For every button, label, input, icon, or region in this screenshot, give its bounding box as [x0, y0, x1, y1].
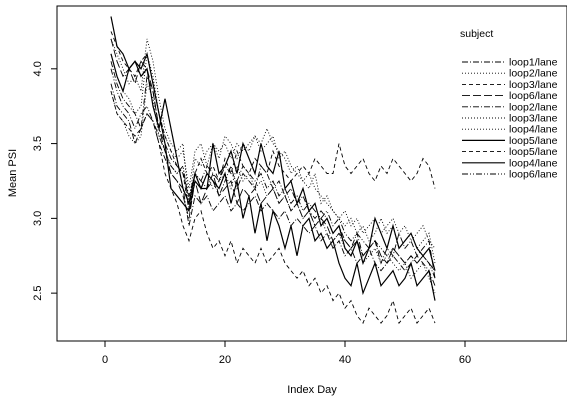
y-tick-label: 2.5 — [32, 285, 44, 300]
legend-label-2: loop2/lane — [509, 68, 558, 80]
legend-label-6: loop3/lane — [509, 113, 558, 125]
legend-label-5: loop2/lane — [509, 101, 558, 113]
legend-label-11: loop6/lane — [509, 169, 558, 181]
series-line-11 — [110, 68, 436, 279]
series-line-4 — [110, 38, 436, 271]
legend-label-8: loop5/lane — [509, 135, 558, 147]
series-line-3 — [110, 31, 436, 211]
y-axis-label: Mean PSI — [7, 149, 19, 197]
legend-label-9: loop5/lane — [509, 146, 558, 158]
legend-items: loop1/laneloop2/laneloop3/laneloop6/lane… — [462, 57, 558, 181]
series-line-8 — [110, 16, 436, 271]
x-axis-label: Index Day — [287, 384, 337, 396]
series-line-10 — [110, 53, 436, 301]
legend-title: subject — [460, 28, 493, 40]
series-line-9 — [110, 91, 436, 325]
x-tick-label: 60 — [459, 354, 471, 366]
x-tick-label: 20 — [219, 354, 231, 366]
y-tick-label: 4.0 — [32, 61, 44, 76]
legend: subject loop1/laneloop2/laneloop3/lanelo… — [460, 28, 558, 181]
legend-label-1: loop1/lane — [509, 57, 558, 69]
x-tick-label: 0 — [102, 354, 108, 366]
y-tick-label: 3.0 — [32, 211, 44, 226]
y-tick-label: 3.5 — [32, 136, 44, 151]
series-line-5 — [110, 83, 436, 286]
x-tick-label: 40 — [339, 354, 351, 366]
legend-label-4: loop6/lane — [509, 90, 558, 102]
series-layer — [110, 16, 436, 325]
axis-layer: 0 20 40 60 2.5 3.0 3.5 4.0 — [32, 61, 471, 366]
plot-frame — [56, 5, 567, 342]
legend-label-3: loop3/lane — [509, 79, 558, 91]
legend-label-10: loop4/lane — [509, 157, 558, 169]
legend-label-7: loop4/lane — [509, 124, 558, 136]
